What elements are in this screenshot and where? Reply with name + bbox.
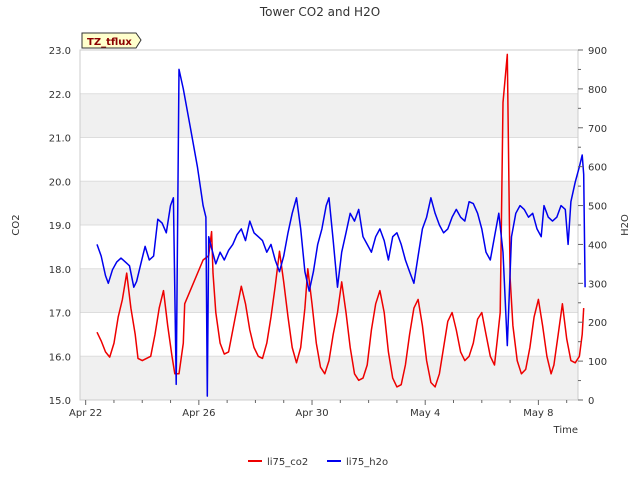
y-tick-label-right: 800 — [588, 85, 607, 96]
y-tick-label-right: 400 — [588, 240, 607, 251]
legend-label-co2: li75_co2 — [267, 457, 308, 468]
chart-title: Tower CO2 and H2O — [259, 5, 380, 19]
right-axis: 0 100 200 300 400 500 600 700 800 900 — [578, 46, 607, 407]
y-tick-label-left: 18.0 — [49, 265, 71, 276]
band — [80, 268, 578, 313]
badge-shape — [81, 32, 142, 49]
y-tick-label-right: 300 — [588, 279, 607, 290]
y-tick-label-left: 19.0 — [49, 221, 71, 232]
band — [80, 93, 578, 138]
y-tick-label-right: 900 — [588, 46, 607, 57]
y-tick-label-left: 22.0 — [49, 90, 71, 101]
x-tick-label: May 8 — [523, 408, 553, 419]
site-badge: TZ_tflux — [81, 32, 142, 49]
y-tick-label-left: 21.0 — [49, 134, 71, 145]
y-axis-left-title: CO2 — [11, 214, 22, 235]
y-tick-label-left: 16.0 — [49, 352, 71, 363]
y-tick-label-right: 0 — [588, 396, 594, 407]
y-axis-right-title: H2O — [620, 214, 631, 236]
legend-label-h2o: li75_h2o — [346, 457, 388, 468]
x-tick-label: Apr 22 — [69, 408, 102, 419]
x-tick-label: Apr 26 — [182, 408, 215, 419]
badge-label: TZ_tflux — [87, 37, 132, 48]
x-axis-title: Time — [553, 425, 578, 436]
y-tick-label-right: 100 — [588, 357, 607, 368]
y-tick-label-right: 200 — [588, 318, 607, 329]
y-tick-label-left: 23.0 — [49, 46, 71, 57]
x-tick-label: Apr 30 — [295, 408, 328, 419]
left-axis: 15.0 16.0 17.0 18.0 19.0 20.0 21.0 22.0 23.0 — [49, 46, 71, 407]
legend: li75_co2 li75_h2o — [248, 457, 388, 468]
y-tick-label-left: 17.0 — [49, 309, 71, 320]
y-tick-label-left: 15.0 — [49, 396, 71, 407]
y-tick-label-right: 600 — [588, 163, 607, 174]
y-tick-label-right: 700 — [588, 124, 607, 135]
x-tick-label: May 4 — [410, 408, 440, 419]
series-layer — [96, 53, 586, 397]
series-line-li75_h2o — [96, 68, 586, 397]
y-tick-label-right: 500 — [588, 202, 607, 213]
y-tick-label-left: 20.0 — [49, 177, 71, 188]
x-axis: Apr 22 Apr 26 Apr 30 May 4 May 8 — [69, 400, 568, 419]
